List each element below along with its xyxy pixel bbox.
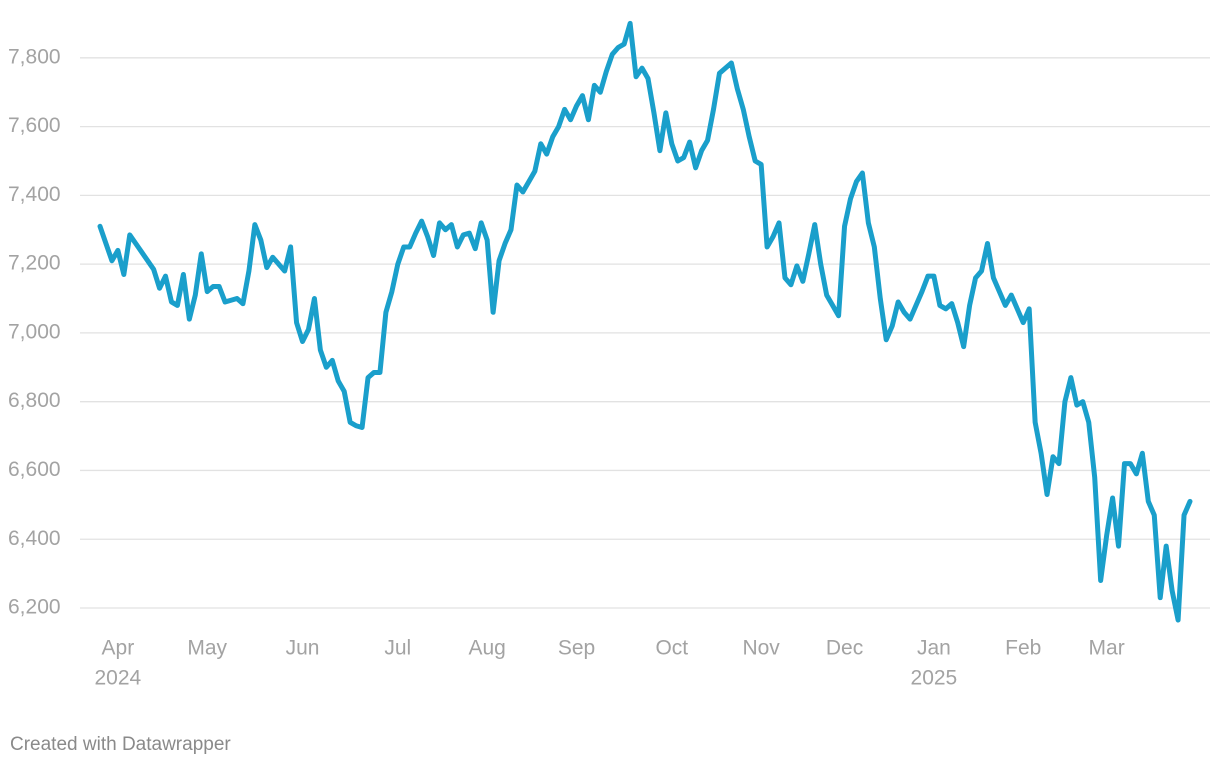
y-tick-label: 7,800 — [8, 45, 61, 68]
x-tick-label: Apr — [102, 637, 135, 660]
y-tick-label: 7,200 — [8, 252, 61, 275]
x-tick-label: Sep — [558, 637, 595, 660]
x-tick-label: Nov — [742, 637, 780, 660]
x-tick-label: Mar — [1089, 637, 1125, 660]
y-tick-label: 6,600 — [8, 458, 61, 481]
y-tick-label: 6,200 — [8, 596, 61, 619]
y-tick-label: 6,400 — [8, 527, 61, 550]
x-tick-label: Oct — [655, 637, 688, 660]
x-tick-label: Feb — [1005, 637, 1041, 660]
y-tick-label: 7,400 — [8, 183, 61, 206]
credit: Created with Datawrapper — [10, 734, 231, 755]
x-tick-label: Aug — [468, 637, 505, 660]
x-tick-label: Jul — [384, 637, 411, 660]
x-tick-label: May — [187, 637, 227, 660]
x-tick-sublabel: 2024 — [95, 667, 142, 690]
x-tick-label: Jun — [286, 637, 320, 660]
line — [97, 20, 1193, 623]
x-tick-sublabel: 2025 — [911, 667, 958, 690]
x-tick-label: Jan — [917, 637, 951, 660]
y-tick-label: 7,000 — [8, 320, 61, 343]
y-tick-label: 7,600 — [8, 114, 61, 137]
x-tick-label: Dec — [826, 637, 863, 660]
y-tick-label: 6,800 — [8, 389, 61, 412]
